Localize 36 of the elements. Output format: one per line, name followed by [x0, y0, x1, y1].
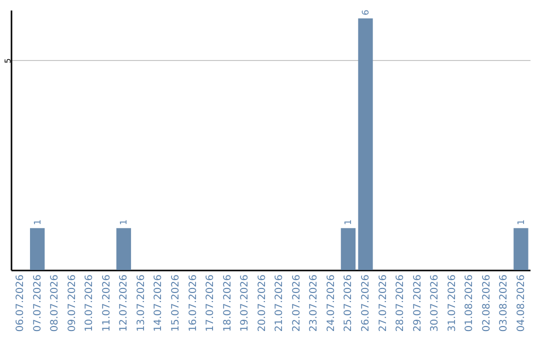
x-tick-label: 02.08.2026: [481, 274, 492, 332]
x-tick-label: 31.07.2026: [446, 274, 458, 332]
data-label: 6: [361, 9, 372, 16]
x-tick-label: 13.07.2026: [136, 274, 147, 332]
x-tick-label: 09.07.2026: [66, 274, 78, 332]
x-tick-label: 23.07.2026: [308, 274, 320, 332]
x-tick-label: 25.07.2026: [343, 274, 354, 332]
x-tick-label: 28.07.2026: [395, 274, 406, 332]
data-label: 1: [344, 219, 354, 226]
x-tick-label: 19.07.2026: [240, 274, 251, 332]
data-label: 1: [516, 219, 527, 226]
x-tick-label: 11.07.2026: [101, 274, 112, 332]
x-tick-label: 08.07.2026: [50, 274, 61, 332]
x-tick-label: 10.07.2026: [84, 274, 96, 332]
y-tick-label: 5: [4, 58, 12, 64]
x-tick-label: 01.08.2026: [464, 274, 476, 332]
data-label: 1: [33, 219, 44, 226]
x-tick-label: 06.07.2026: [15, 274, 26, 332]
x-tick-label: 22.07.2026: [291, 274, 302, 332]
x-tick-label: 18.07.2026: [222, 274, 234, 332]
data-label: 1: [120, 219, 130, 226]
x-tick-label: 26.07.2026: [360, 274, 372, 332]
x-tick-label: 17.07.2026: [205, 274, 216, 332]
x-tick-label: 03.08.2026: [498, 274, 510, 332]
x-tick-label: 21.07.2026: [274, 274, 286, 332]
x-tick-label: 15.07.2026: [170, 274, 182, 332]
x-tick-label: 07.07.2026: [32, 274, 44, 332]
x-tick-label: 20.07.2026: [256, 274, 268, 332]
x-tick-label: 29.07.2026: [412, 274, 424, 332]
x-tick-label: 16.07.2026: [188, 274, 199, 332]
x-tick-label: 24.07.2026: [326, 274, 337, 332]
x-tick-label: 14.07.2026: [153, 274, 164, 332]
x-tick-label: 04.08.2026: [516, 274, 527, 332]
x-tick-label: 12.07.2026: [118, 274, 130, 332]
x-tick-label: 30.07.2026: [430, 274, 441, 332]
x-tick-label: 27.07.2026: [378, 274, 389, 332]
